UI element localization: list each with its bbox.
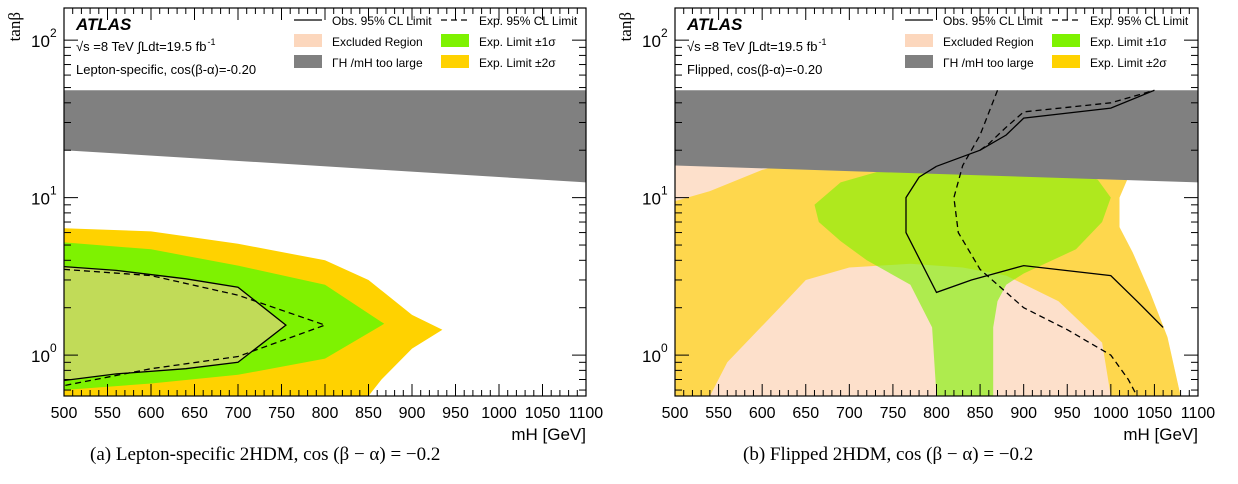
ytick-exponent: 1: [50, 184, 57, 198]
legend-width: ΓH /mH too large: [332, 56, 423, 70]
legend-two-sigma: Exp. Limit ±2σ: [1090, 56, 1167, 70]
energy-label: √s =8 TeV ∫Ldt=19.5 fb: [687, 39, 817, 54]
xtick-label: 1100: [569, 405, 604, 422]
xtick-label: 650: [792, 405, 819, 422]
xtick-label: 950: [442, 405, 469, 422]
x-axis-label: mH [GeV]: [1123, 425, 1198, 444]
legend-obs: Obs. 95% CL Limit: [332, 14, 432, 28]
xtick-label: 850: [355, 405, 382, 422]
atlas-label: ATLAS: [75, 15, 132, 34]
legend-one-sigma: Exp. Limit ±1σ: [1090, 35, 1167, 49]
panel-b: 500 550 600 650 700 750 800 850 900 950 1000 1050 11…: [616, 7, 1216, 444]
line-5-upper: [979, 89, 1155, 151]
legend-two-sigma: Exp. Limit ±2σ: [479, 56, 556, 70]
xtick-label: 900: [1010, 405, 1037, 422]
ytick-label: 10: [642, 190, 661, 209]
legend-width: ΓH /mH too large: [943, 56, 1034, 70]
caption-b: (b) Flipped 2HDM, cos (β − α) = −0.2: [743, 444, 1034, 465]
ytick-label: 10: [642, 347, 661, 366]
xtick-label: 500: [662, 405, 689, 422]
legend-swatch: [294, 55, 322, 68]
legend-excluded: Excluded Region: [332, 35, 423, 49]
xtick-label: 800: [923, 405, 950, 422]
line-4: [905, 165, 1164, 328]
xtick-label: 700: [836, 405, 863, 422]
model-label: Lepton-specific, cos(β-α)=-0.20: [76, 62, 256, 77]
xtick-label: 500: [51, 405, 78, 422]
plot-content: [675, 89, 1198, 396]
region-3: [64, 266, 286, 381]
xtick-label: 900: [399, 405, 426, 422]
ytick-exponent: 1: [661, 184, 668, 198]
xtick-label: 1100: [1181, 405, 1216, 422]
plot-content: [64, 90, 586, 396]
caption-a: (a) Lepton-specific 2HDM, cos (β − α) = …: [90, 444, 441, 465]
legend-one-sigma: Exp. Limit ±1σ: [479, 35, 556, 49]
xtick-label: 650: [181, 405, 208, 422]
model-label: Flipped, cos(β-α)=-0.20: [687, 62, 822, 77]
ytick-exponent: 2: [661, 26, 668, 40]
energy-exponent: -1: [207, 37, 215, 47]
ytick-label: 10: [31, 347, 50, 366]
y-axis-label: tanβ: [5, 12, 24, 41]
xtick-label: 600: [138, 405, 165, 422]
x-axis-label: mH [GeV]: [511, 425, 586, 444]
xtick-label: 1050: [1137, 405, 1173, 422]
xtick-label: 750: [880, 405, 907, 422]
legend-swatch: [294, 34, 322, 47]
line-4-upper: [936, 89, 1155, 167]
legend-excluded: Excluded Region: [943, 35, 1034, 49]
energy-label: √s =8 TeV ∫Ldt=19.5 fb: [76, 39, 206, 54]
xtick-label: 850: [967, 405, 994, 422]
legend-swatch: [441, 34, 469, 47]
xtick-label: 800: [312, 405, 339, 422]
legend-exp: Exp. 95% CL Limit: [479, 14, 578, 28]
ytick-exponent: 0: [50, 341, 57, 355]
y-axis-label: tanβ: [616, 12, 635, 41]
legend-swatch: [1052, 55, 1080, 68]
line-4: [64, 265, 287, 382]
xtick-label: 1050: [525, 405, 561, 422]
ytick-exponent: 0: [661, 341, 668, 355]
xtick-label: 600: [749, 405, 776, 422]
xtick-label: 550: [705, 405, 732, 422]
panel-a: 500 550 600 650 700 750 800 850 900 950 1000 1050 11…: [5, 7, 604, 444]
legend-obs: Obs. 95% CL Limit: [943, 14, 1043, 28]
legend-swatch: [905, 34, 933, 47]
band-width-too-large: [64, 90, 586, 183]
ytick-label: 10: [31, 32, 50, 51]
legend-exp: Exp. 95% CL Limit: [1090, 14, 1189, 28]
xtick-label: 950: [1054, 405, 1081, 422]
xtick-label: 1000: [481, 405, 517, 422]
xtick-label: 550: [94, 405, 121, 422]
xtick-label: 750: [268, 405, 295, 422]
legend-swatch: [905, 55, 933, 68]
line-5: [953, 90, 1138, 396]
ytick-label: 10: [642, 32, 661, 51]
atlas-label: ATLAS: [686, 15, 743, 34]
legend-swatch: [441, 55, 469, 68]
xtick-label: 1000: [1093, 405, 1129, 422]
ytick-label: 10: [31, 190, 50, 209]
xtick-label: 700: [225, 405, 252, 422]
energy-exponent: -1: [818, 37, 826, 47]
ytick-exponent: 2: [50, 26, 57, 40]
region-2: [814, 165, 1111, 396]
legend-swatch: [1052, 34, 1080, 47]
